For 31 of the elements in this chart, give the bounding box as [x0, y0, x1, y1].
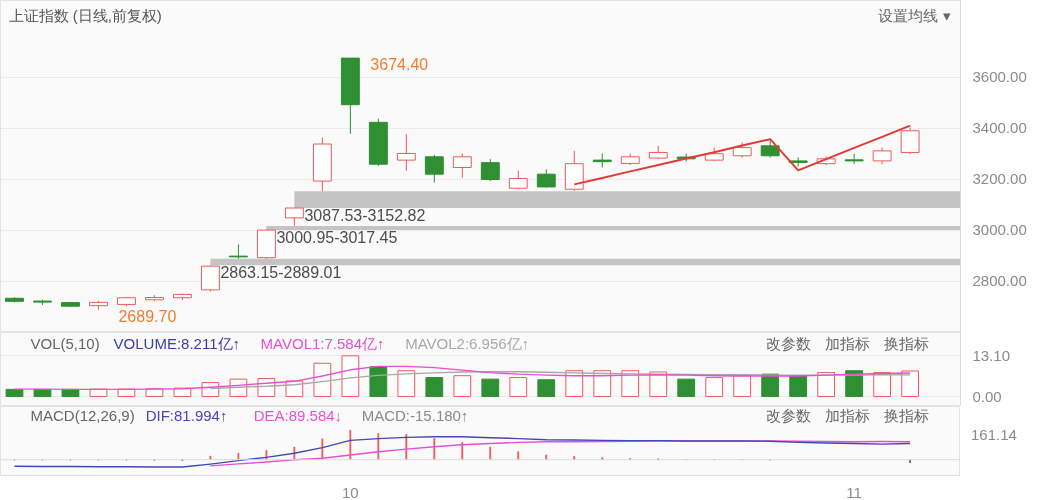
y-tick-label: 3000.00 [972, 221, 1027, 239]
band-label: 3087.53-3152.82 [304, 206, 426, 224]
annotation: 加指标 [824, 335, 870, 352]
y-tick-label: 3400.00 [972, 119, 1027, 137]
y-tick-label: 3600.00 [972, 68, 1027, 86]
y-tick-label: 13.10 [972, 346, 1011, 364]
annotation: 设置均线 ▾ [878, 7, 951, 24]
band-label: 2863.15-2889.01 [220, 264, 342, 282]
chart-title: 上证指数 (日线,前复权) [8, 7, 162, 24]
chart-title: MACD(12,26,9) [30, 406, 135, 424]
text: MACD:-15.180↑ [361, 406, 469, 424]
annotation: VOLUME:8.211亿↑ [113, 335, 241, 352]
series-label: MAVOL1:7.584亿↑ [260, 335, 385, 352]
text: DEA:89.584↓ [253, 406, 343, 424]
text: 161.14 [971, 425, 1017, 445]
annotation: 3674.40 [370, 56, 429, 74]
annotation: 改参数 [765, 335, 811, 352]
x-tick-label: 10 [342, 483, 359, 500]
chart-title: VOL(5,10) [30, 335, 100, 352]
text: 改参数 [765, 406, 811, 424]
x-tick-label: 11 [846, 483, 862, 500]
text: DIF:81.994↑ [145, 406, 228, 424]
y-tick-label: 3200.00 [972, 170, 1027, 188]
text: 加指标 [824, 406, 870, 424]
annotation: 换指标 [883, 335, 929, 352]
series-label: MAVOL2:6.956亿↑ [405, 335, 530, 352]
band-label: 3000.95-3017.45 [276, 229, 398, 247]
text: 换指标 [883, 406, 929, 424]
y-tick-label: 2800.00 [972, 272, 1027, 290]
annotation: 2689.70 [118, 307, 177, 325]
y-tick-label: 0.00 [972, 387, 1002, 405]
